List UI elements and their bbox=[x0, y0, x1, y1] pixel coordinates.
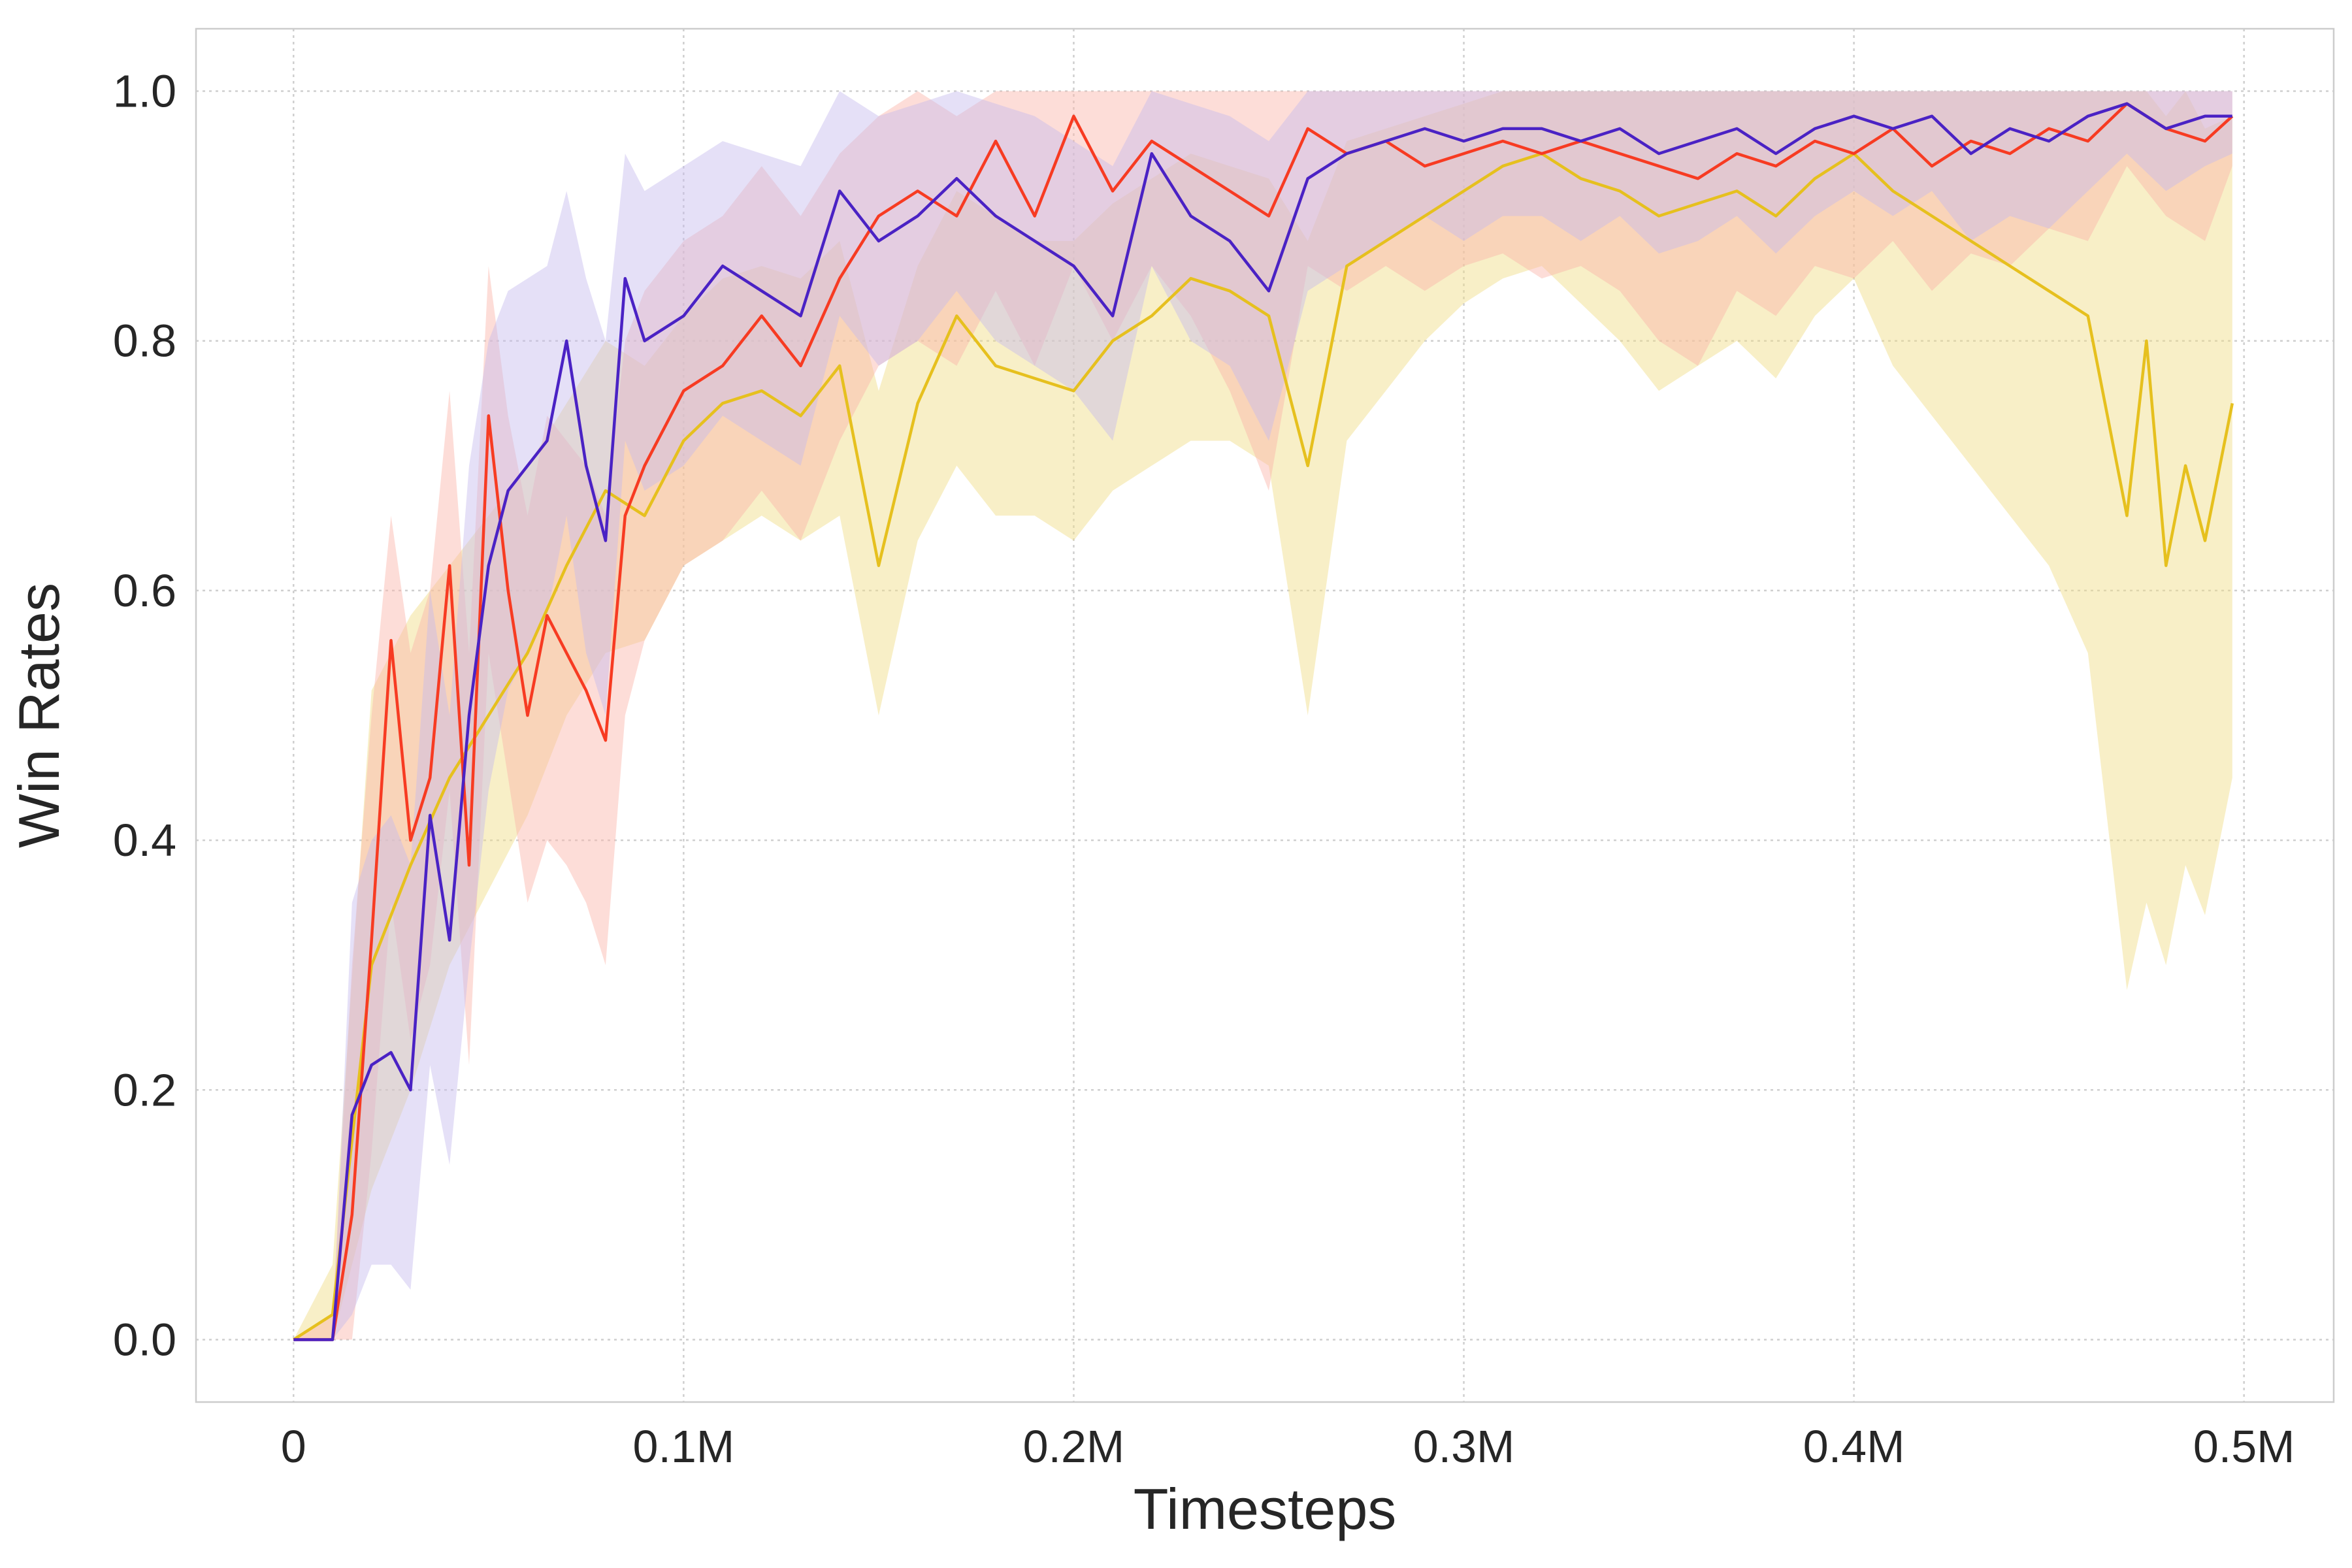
y-tick-label: 1.0 bbox=[113, 66, 176, 117]
y-axis-title: Win Rates bbox=[7, 583, 71, 848]
series-0-band bbox=[293, 91, 2232, 1340]
grid-lines bbox=[196, 29, 2334, 1402]
x-tick-label: 0 bbox=[281, 1421, 306, 1472]
x-tick-label: 0.4M bbox=[1803, 1421, 1905, 1472]
series-1-band bbox=[293, 91, 2232, 1340]
y-tick-label: 0.0 bbox=[113, 1314, 176, 1365]
series-0-line bbox=[293, 152, 2234, 1341]
series-2-band bbox=[293, 91, 2232, 1340]
series-1-line bbox=[293, 102, 2234, 1341]
plot-frame bbox=[195, 27, 2335, 1403]
x-tick-label: 0.1M bbox=[633, 1421, 735, 1472]
y-tick-label: 0.8 bbox=[113, 316, 176, 367]
y-tick-label: 0.2 bbox=[113, 1064, 176, 1115]
x-tick-label: 0.2M bbox=[1023, 1421, 1125, 1472]
x-axis-ticks: 0 0.1M 0.2M 0.3M 0.4M 0.5M bbox=[281, 1421, 2295, 1472]
x-axis-title: Timesteps bbox=[1134, 1477, 1397, 1541]
y-axis-ticks: 0.0 0.2 0.4 0.6 0.8 1.0 bbox=[113, 66, 176, 1365]
x-tick-label: 0.3M bbox=[1413, 1421, 1515, 1472]
series-lines bbox=[293, 102, 2234, 1341]
y-tick-label: 0.6 bbox=[113, 565, 176, 616]
x-tick-label: 0.5M bbox=[2193, 1421, 2295, 1472]
confidence-bands bbox=[293, 91, 2232, 1340]
y-tick-label: 0.4 bbox=[113, 815, 176, 866]
series-2-line bbox=[293, 102, 2232, 1341]
